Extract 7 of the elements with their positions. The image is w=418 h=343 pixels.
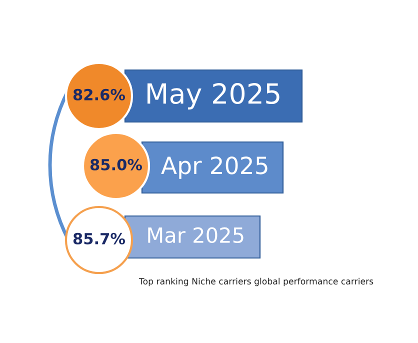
data-label: 82.6%: [73, 88, 126, 100]
category-label: Mar 2025: [148, 227, 244, 244]
category-label: Apr 2025: [161, 156, 268, 179]
category-label: May 2025: [148, 83, 280, 110]
data-label: 85.7%: [73, 232, 126, 244]
text: Top ranking Niche carriers global performance carriers: [138, 278, 374, 286]
data-label: 85.0%: [90, 158, 142, 170]
